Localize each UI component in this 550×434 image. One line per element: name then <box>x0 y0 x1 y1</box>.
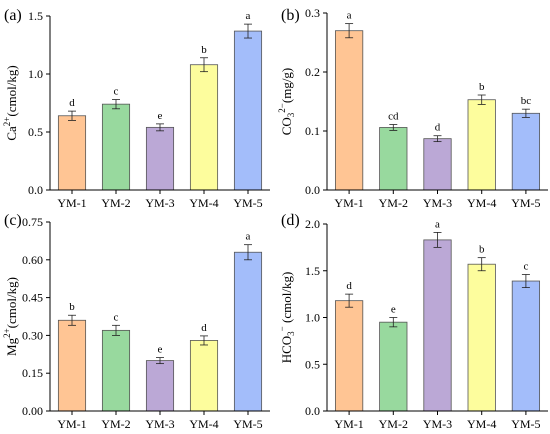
bar-ym-2 <box>101 329 131 412</box>
significance-letter: b <box>69 301 75 313</box>
y-tick-label: 1.0 <box>305 311 320 325</box>
x-tick-label: YM-4 <box>189 417 218 431</box>
y-tick-label: 0.0 <box>28 183 43 197</box>
bar-ym-3 <box>145 360 175 412</box>
y-tick-label: 1.0 <box>28 67 43 81</box>
significance-letter: d <box>435 122 441 134</box>
y-tick-label: 0.60 <box>22 253 43 267</box>
significance-letter: d <box>346 280 352 292</box>
significance-letter: c <box>114 86 119 98</box>
bar-ym-4 <box>467 99 496 191</box>
significance-letter: d <box>201 322 207 334</box>
y-axis-label: HCO3− (cmol/kg) <box>277 272 296 364</box>
bar-ym-4 <box>189 340 219 412</box>
significance-letter: b <box>201 44 207 56</box>
significance-letter: b <box>479 81 485 93</box>
y-tick-label: 0.0 <box>305 404 320 418</box>
y-tick-label: 0.3 <box>305 6 320 20</box>
y-tick-label: 1.5 <box>28 9 43 23</box>
x-tick-label: YM-2 <box>379 417 408 431</box>
y-tick-label: 0.15 <box>22 366 43 380</box>
y-tick-label: 0.75 <box>22 215 43 229</box>
x-tick-label: YM-4 <box>467 417 496 431</box>
significance-letter: a <box>435 218 440 230</box>
y-tick-label: 0.30 <box>22 328 43 342</box>
x-tick-label: YM-3 <box>145 417 174 431</box>
y-tick-label: 0.5 <box>305 357 320 371</box>
x-tick-label: YM-3 <box>423 196 452 210</box>
bar-ym-1 <box>334 30 364 191</box>
significance-letter: bc <box>521 95 532 107</box>
significance-letter: a <box>246 231 251 243</box>
bar-ym-2 <box>379 127 408 191</box>
bar-ym-2 <box>379 321 408 412</box>
x-tick-label: YM-4 <box>467 196 496 210</box>
y-tick-label: 0.45 <box>22 291 43 305</box>
significance-letter: b <box>479 244 485 256</box>
significance-letter: e <box>158 110 163 122</box>
panel-label: (d) <box>281 212 300 229</box>
y-axis-label: Ca2+(cmol/kg) <box>2 65 19 140</box>
bar-ym-1 <box>57 319 87 412</box>
chart-panel-d: d YM-1 e YM-2 a YM-3 b YM-4 c YM-5 0.0 0.5 1.0 1.5 2.0… <box>277 212 548 431</box>
y-tick-label: 0.1 <box>305 124 320 138</box>
significance-letter: a <box>246 10 251 22</box>
chart-panel-a: d YM-1 c YM-2 e YM-3 b YM-4 a YM-5 0.0 0.5 1.0 1.5 (a)… <box>2 7 270 210</box>
panel-label: (b) <box>281 7 300 24</box>
bar-ym-5 <box>233 30 263 191</box>
bar-ym-5 <box>511 112 541 191</box>
bar-ym-2 <box>101 103 131 191</box>
y-tick-label: 0.0 <box>305 183 320 197</box>
x-tick-label: YM-4 <box>189 196 218 210</box>
bar-ym-5 <box>511 280 541 412</box>
x-tick-label: YM-1 <box>334 196 363 210</box>
x-tick-label: YM-3 <box>145 196 174 210</box>
x-tick-label: YM-2 <box>379 196 408 210</box>
bar-ym-3 <box>145 126 175 191</box>
panel-label: (a) <box>4 7 22 24</box>
bar-ym-1 <box>334 300 364 412</box>
x-tick-label: YM-2 <box>101 196 130 210</box>
bar-ym-3 <box>423 239 452 412</box>
x-tick-label: YM-5 <box>511 196 540 210</box>
bar-ym-3 <box>423 138 452 191</box>
significance-letter: c <box>523 260 528 272</box>
significance-letter: cd <box>388 111 399 123</box>
significance-letter: c <box>114 311 119 323</box>
significance-letter: e <box>158 344 163 356</box>
y-tick-label: 0.00 <box>22 404 43 418</box>
x-tick-label: YM-5 <box>511 417 540 431</box>
x-tick-label: YM-2 <box>101 417 130 431</box>
y-tick-label: 0.5 <box>28 125 43 139</box>
x-tick-label: YM-1 <box>334 417 363 431</box>
chart-panel-b: a YM-1 cd YM-2 d YM-3 b YM-4 bc YM-5 0.0 0.1 0.2 0.3 (… <box>277 6 548 210</box>
bar-ym-1 <box>57 115 87 191</box>
significance-letter: d <box>69 97 75 109</box>
significance-letter: e <box>391 304 396 316</box>
y-tick-label: 0.2 <box>305 65 320 79</box>
bar-ym-4 <box>189 64 219 191</box>
y-tick-label: 2.0 <box>305 217 320 231</box>
x-tick-label: YM-1 <box>57 196 86 210</box>
x-tick-label: YM-5 <box>233 196 262 210</box>
x-tick-label: YM-5 <box>233 417 262 431</box>
y-axis-label: Mg2+(cmol/kg) <box>2 277 19 356</box>
x-tick-label: YM-3 <box>423 417 452 431</box>
bar-ym-4 <box>467 263 496 412</box>
bar-ym-5 <box>233 251 263 412</box>
chart-panel-c: b YM-1 c YM-2 e YM-3 d YM-4 a YM-5 0.00 0.15 0.30 0.4… <box>2 212 270 431</box>
y-tick-label: 1.5 <box>305 264 320 278</box>
significance-letter: a <box>347 10 352 22</box>
panel-label: (c) <box>4 212 22 229</box>
x-tick-label: YM-1 <box>57 417 86 431</box>
y-axis-label: CO32−(mg/g) <box>277 68 296 136</box>
